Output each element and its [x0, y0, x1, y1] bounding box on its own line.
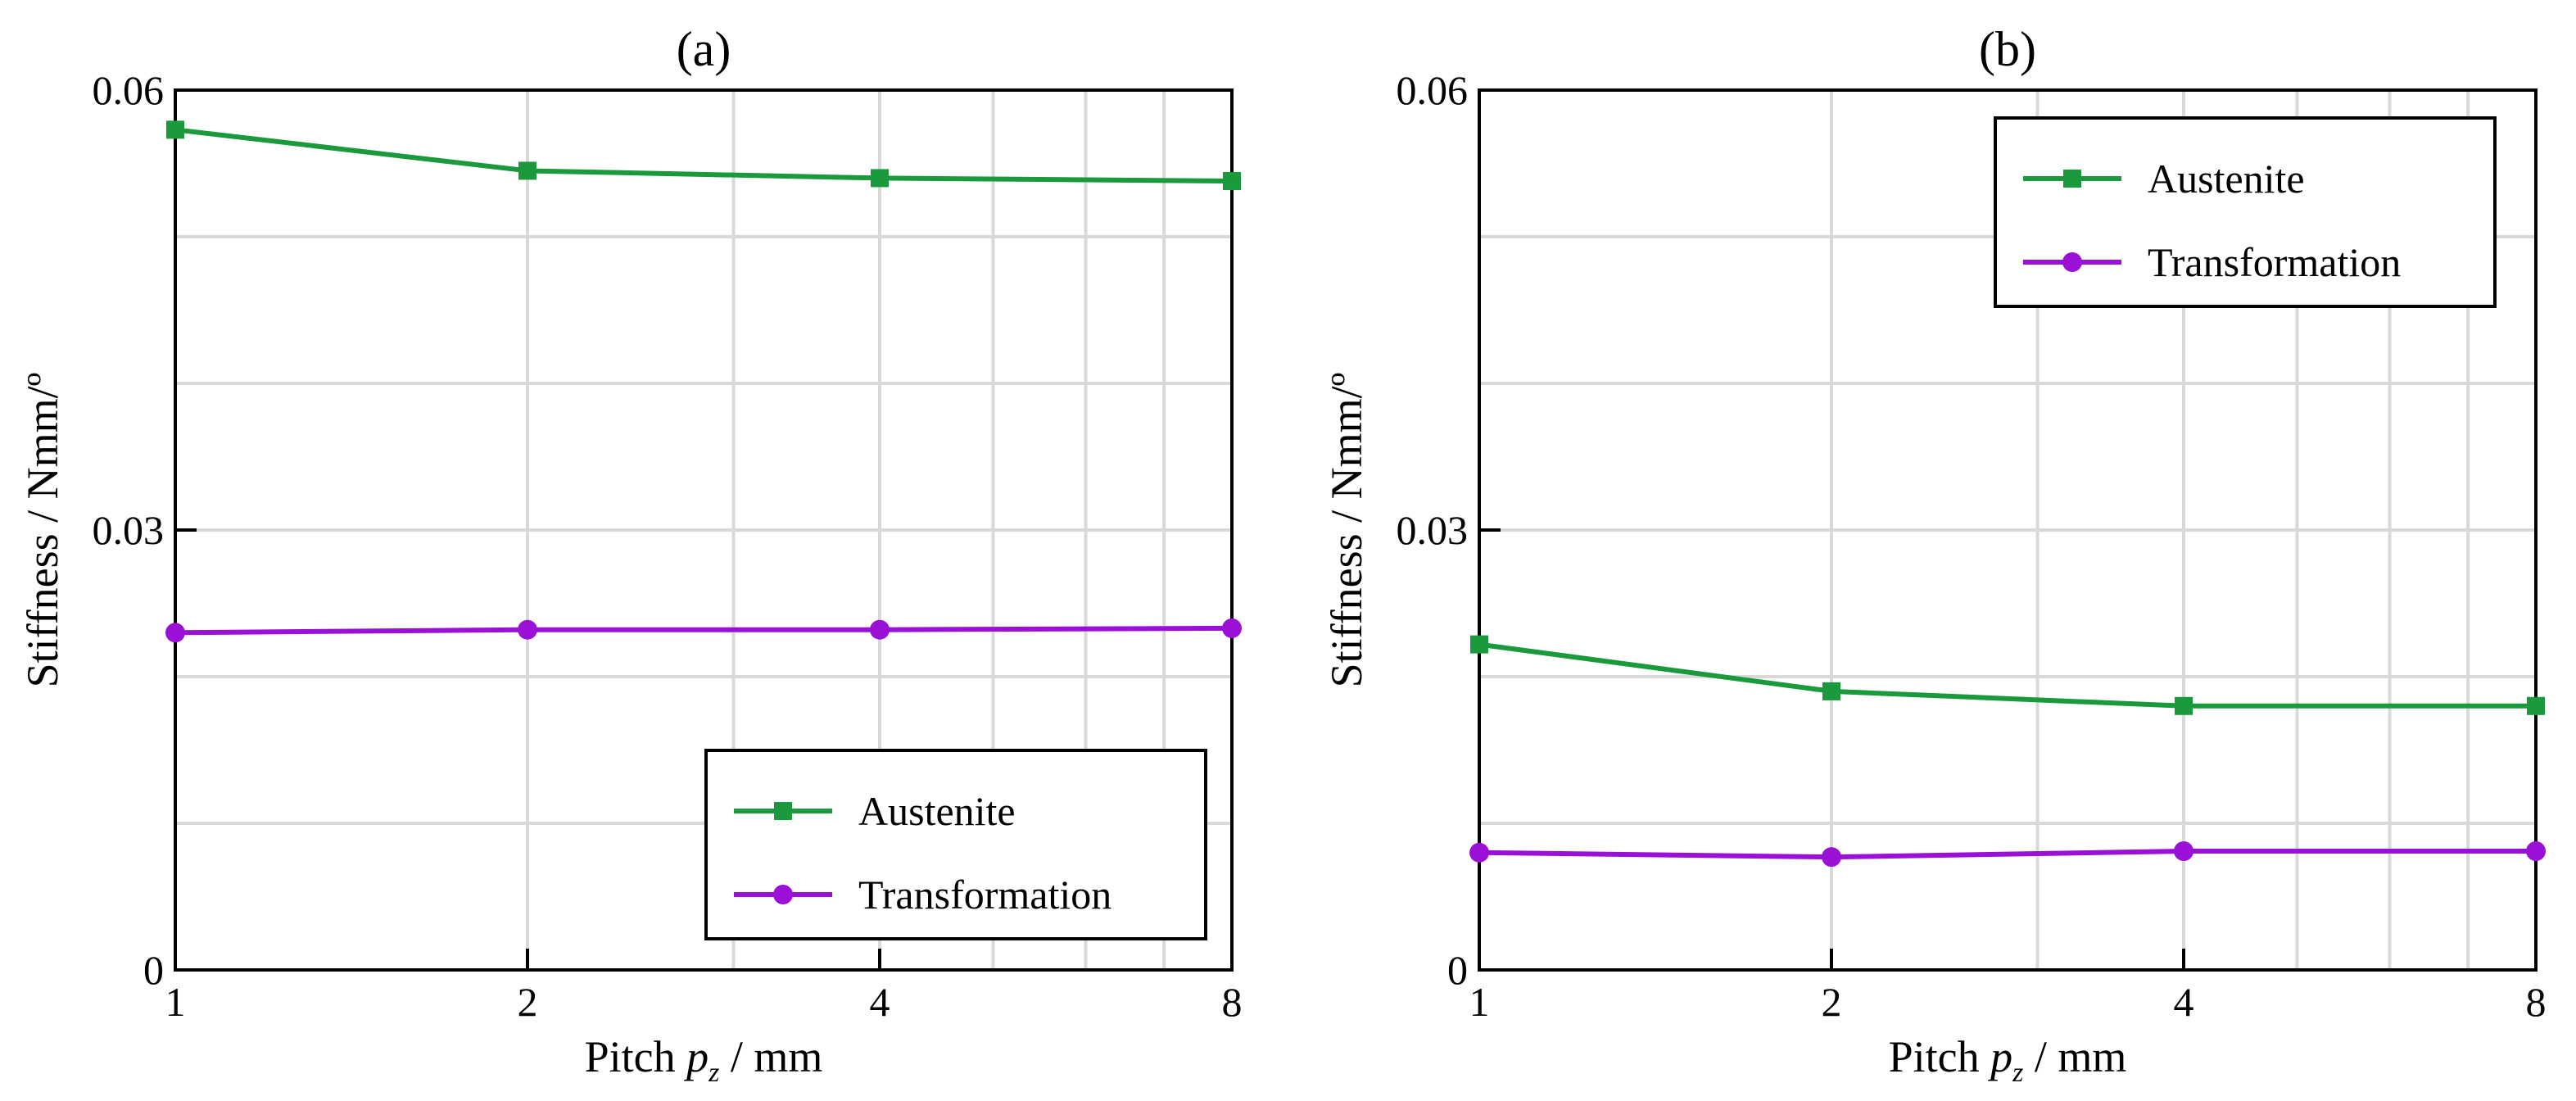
- legend-box: [1994, 116, 2497, 308]
- y-tick-label: 0.06: [93, 67, 165, 113]
- data-point: [166, 120, 184, 139]
- x-tick-label: 1: [1469, 979, 1490, 1025]
- legend-circle-marker-icon: [773, 885, 793, 904]
- panel-title: (b): [1979, 22, 2036, 76]
- x-axis-label: Pitch pz / mm: [1889, 1032, 2127, 1088]
- data-point: [1470, 635, 1488, 654]
- y-tick-label: 0.06: [1397, 67, 1469, 113]
- legend-label: Transformation: [858, 872, 1111, 918]
- x-tick-label: 8: [1222, 979, 1243, 1025]
- series-line: [174, 625, 1233, 636]
- series-line: [174, 127, 1233, 184]
- legend: Austenite Transformation: [704, 749, 1207, 940]
- legend-square-marker-icon: [774, 802, 792, 820]
- x-tick-label: 2: [1822, 979, 1842, 1025]
- series-line: [1478, 641, 2536, 709]
- data-point: [2526, 841, 2546, 862]
- y-tick-label: 0: [143, 947, 164, 993]
- x-tick-label: 8: [2526, 979, 2547, 1025]
- series-transformation: [1469, 841, 2546, 868]
- data-point: [871, 169, 889, 188]
- legend-square-marker-icon: [2063, 170, 2081, 188]
- data-point: [1822, 847, 1841, 868]
- x-axis-label-var: p: [683, 1032, 709, 1081]
- data-point: [1222, 618, 1242, 638]
- x-axis-label-suffix: / mm: [719, 1032, 822, 1081]
- x-tick-label: 1: [165, 979, 186, 1025]
- data-point: [2174, 841, 2193, 862]
- legend-label: Austenite: [858, 788, 1016, 834]
- y-tick-label: 0.03: [1397, 507, 1469, 553]
- legend-label: Transformation: [2148, 239, 2401, 285]
- legend-label: Austenite: [2148, 156, 2305, 202]
- y-axis-label: Stiffness / Nmm/º: [1322, 373, 1371, 688]
- data-point: [1822, 682, 1840, 700]
- x-axis-label: Pitch pz / mm: [585, 1032, 823, 1088]
- legend-circle-marker-icon: [2062, 252, 2082, 272]
- x-axis-label-sub: z: [708, 1058, 719, 1088]
- x-axis-label-suffix: / mm: [2023, 1032, 2126, 1081]
- x-axis-label-sub: z: [2012, 1058, 2023, 1088]
- data-point: [2175, 696, 2193, 715]
- chart-panel-b: 1 2 4 8 0 0.03 0.06 (b) Stiffness / Nmm/º Pitch p…: [1322, 22, 2547, 1088]
- chart-panel-a: 1 2 4 8 0 0.03 0.06 (a) Stiffness / Nmm/º Pitch p…: [18, 22, 1243, 1088]
- panel-title: (a): [677, 22, 731, 76]
- data-point: [165, 623, 185, 643]
- x-tick-label: 2: [518, 979, 538, 1025]
- series-transformation: [165, 618, 1242, 643]
- y-tick-label: 0: [1447, 947, 1468, 993]
- data-point: [518, 619, 537, 640]
- data-point: [2527, 696, 2545, 715]
- legend-box: [704, 749, 1207, 940]
- grid: [174, 90, 1232, 970]
- series-line: [1478, 849, 2536, 860]
- y-tick-label: 0.03: [93, 507, 165, 553]
- data-point: [1469, 842, 1489, 863]
- data-point: [518, 161, 536, 180]
- series-austenite: [166, 120, 1241, 190]
- x-axis-label-prefix: Pitch: [585, 1032, 687, 1081]
- series-austenite: [1470, 635, 2545, 715]
- x-axis-label-var: p: [1987, 1032, 2012, 1081]
- x-tick-label: 4: [870, 979, 890, 1025]
- y-axis-label: Stiffness / Nmm/º: [18, 373, 67, 688]
- x-axis-label-prefix: Pitch: [1889, 1032, 1991, 1081]
- legend: Austenite Transformation: [1994, 116, 2497, 308]
- x-tick-label: 4: [2174, 979, 2194, 1025]
- data-point: [1223, 171, 1241, 190]
- data-point: [870, 619, 890, 640]
